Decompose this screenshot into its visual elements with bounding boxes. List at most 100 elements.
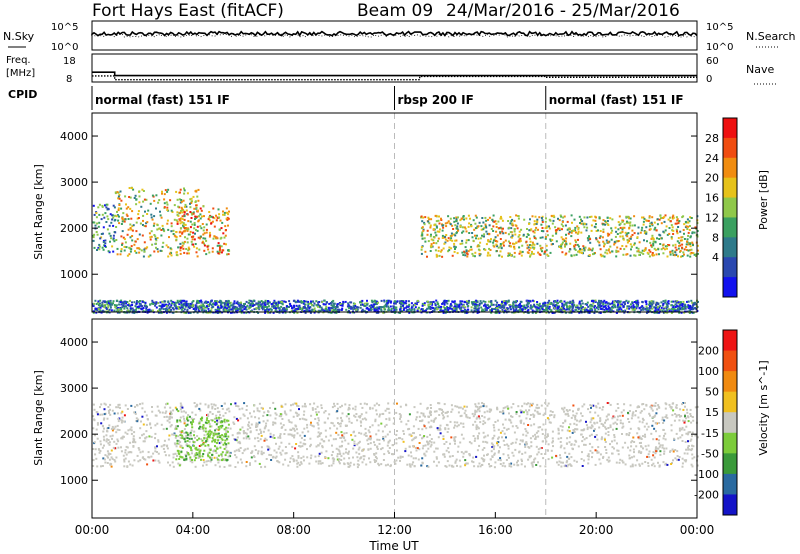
velocity-echo-pixel	[337, 433, 340, 436]
power-echo-pixel	[356, 306, 358, 309]
power-echo-pixel	[410, 306, 413, 309]
power-echo-pixel	[544, 237, 547, 240]
power-echo-pixel	[467, 305, 470, 307]
velocity-echo-pixel	[560, 465, 563, 468]
power-echo-pixel	[232, 305, 235, 308]
velocity-echo-pixel	[332, 460, 335, 463]
power-echo-pixel	[183, 215, 186, 218]
power-echo-pixel	[576, 243, 579, 246]
power-echo-pixel	[177, 205, 180, 208]
power-echo-pixel	[477, 237, 480, 240]
power-echo-pixel	[626, 305, 629, 308]
power-echo-pixel	[657, 303, 660, 306]
power-echo-pixel	[185, 300, 188, 303]
power-echo-pixel	[670, 224, 673, 227]
velocity-echo-pixel	[474, 409, 477, 412]
power-echo-pixel	[634, 308, 637, 311]
velocity-echo-pixel	[687, 446, 689, 449]
power-echo-pixel	[674, 251, 677, 254]
power-echo-pixel	[550, 309, 553, 312]
velocity-echo-pixel	[295, 443, 298, 445]
power-echo-pixel	[154, 304, 157, 307]
velocity-echo-pixel	[239, 428, 242, 431]
velocity-echo-pixel	[369, 461, 372, 464]
power-echo-pixel	[461, 242, 464, 245]
velocity-echo-pixel	[466, 416, 469, 419]
velocity-echo-pixel	[491, 456, 494, 458]
power-echo-pixel	[513, 247, 516, 250]
power-echo-pixel	[475, 237, 477, 240]
power-echo-pixel	[574, 249, 577, 251]
power-echo-pixel	[541, 250, 543, 253]
power-echo-pixel	[455, 220, 458, 223]
power-echo-pixel	[520, 305, 523, 307]
velocity-echo-pixel	[621, 414, 624, 417]
power-echo-pixel	[175, 254, 178, 256]
power-echo-pixel	[678, 241, 681, 244]
power-echo-pixel	[205, 306, 208, 309]
power-echo-pixel	[228, 302, 231, 305]
power-echo-pixel	[149, 238, 152, 241]
power-echo-pixel	[689, 235, 692, 238]
power-echo-pixel	[165, 244, 168, 247]
power-echo-pixel	[640, 309, 643, 312]
velocity-echo-pixel	[360, 456, 363, 459]
power-echo-pixel	[619, 222, 622, 225]
power-echo-pixel	[492, 220, 495, 223]
power-echo-pixel	[138, 233, 141, 236]
power-echo-pixel	[97, 308, 100, 311]
velocity-echo-pixel	[475, 417, 478, 420]
velocity-echo-pixel	[331, 406, 334, 409]
velocity-echo-pixel	[160, 445, 163, 448]
power-echo-pixel	[655, 253, 658, 256]
power-echo-pixel	[692, 244, 694, 247]
power-echo-pixel	[586, 309, 589, 312]
velocity-echo-pixel	[108, 443, 111, 446]
power-echo-pixel	[296, 311, 299, 314]
power-echo-pixel	[651, 224, 654, 227]
power-echo-pixel	[483, 235, 485, 238]
power-echo-pixel	[231, 311, 234, 314]
velocity-echo-pixel	[436, 427, 439, 430]
power-echo-pixel	[696, 244, 699, 247]
power-echo-pixel	[504, 302, 507, 305]
power-echo-pixel	[561, 241, 564, 244]
power-echo-pixel	[489, 309, 492, 312]
velocity-echo-pixel	[604, 426, 607, 429]
velocity-echo-pixel	[329, 427, 332, 430]
power-echo-pixel	[530, 244, 533, 247]
velocity-echo-pixel	[604, 432, 607, 435]
power-echo-pixel	[549, 239, 552, 242]
power-echo-pixel	[347, 302, 350, 305]
velocity-echo-pixel	[309, 437, 312, 440]
power-echo-pixel	[220, 245, 223, 248]
power-echo-pixel	[679, 301, 682, 304]
power-echo-pixel	[513, 228, 516, 230]
power-echo-pixel	[160, 305, 163, 308]
power-echo-pixel	[538, 308, 541, 311]
power-echo-pixel	[406, 305, 408, 308]
power-echo-pixel	[528, 222, 530, 225]
power-echo-pixel	[646, 307, 649, 310]
power-echo-pixel	[626, 235, 629, 238]
power-echo-pixel	[176, 299, 179, 302]
velocity-echo-pixel	[312, 425, 315, 428]
power-echo-pixel	[520, 254, 523, 257]
power-echo-pixel	[429, 226, 432, 229]
power-echo-pixel	[227, 253, 230, 256]
power-echo-pixel	[494, 311, 497, 314]
velocity-echo-pixel	[638, 420, 641, 423]
power-echo-pixel	[185, 205, 188, 208]
power-echo-pixel	[196, 311, 199, 314]
power-echo-pixel	[226, 253, 228, 256]
power-echo-pixel	[475, 299, 478, 302]
power-echo-pixel	[430, 301, 433, 304]
power-echo-pixel	[499, 244, 502, 247]
power-echo-pixel	[444, 238, 447, 241]
power-echo-pixel	[465, 250, 468, 253]
power-echo-pixel	[153, 234, 156, 236]
power-echo-pixel	[443, 299, 446, 302]
velocity-echo-pixel	[315, 445, 318, 448]
power-echo-pixel	[592, 302, 595, 305]
velocity-echo-pixel	[134, 441, 137, 444]
